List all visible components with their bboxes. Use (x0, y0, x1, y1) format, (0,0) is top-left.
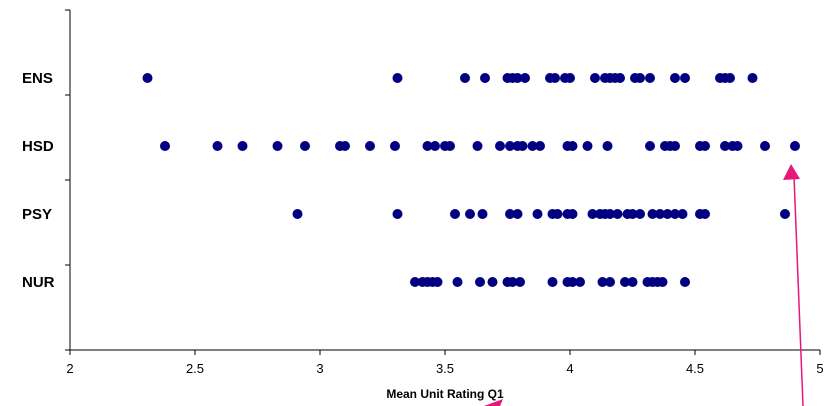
data-point-nur (605, 277, 615, 287)
data-point-psy (612, 209, 623, 219)
data-point-hsd (732, 141, 743, 151)
data-point-ens (645, 73, 655, 83)
data-point-hsd (237, 141, 248, 151)
annotation-arrow-line (793, 175, 804, 406)
data-point-ens (747, 73, 758, 83)
data-point-hsd (790, 141, 800, 151)
data-point-ens (550, 73, 560, 83)
data-point-psy (662, 209, 673, 219)
data-point-hsd (505, 141, 515, 151)
data-point-ens (590, 73, 600, 83)
data-point-nur (547, 277, 558, 287)
data-point-hsd (430, 141, 440, 151)
data-point-nur (410, 277, 420, 287)
data-point-ens (392, 73, 403, 83)
data-point-psy (655, 209, 665, 219)
data-point-hsd (582, 141, 593, 151)
data-point-psy (605, 209, 615, 219)
data-point-psy (635, 209, 645, 219)
x-tick-label: 3.5 (436, 361, 454, 376)
data-point-ens (142, 73, 153, 83)
y-tick-label-psy: PSY (22, 206, 52, 223)
data-point-hsd (645, 141, 655, 151)
data-point-nur (507, 277, 518, 287)
data-point-hsd (720, 141, 730, 151)
data-point-psy (532, 209, 543, 219)
annotation-arrow-head (783, 164, 800, 180)
data-point-nur (575, 277, 585, 287)
data-point-psy (670, 209, 680, 219)
data-point-nur (567, 277, 578, 287)
plot-area (70, 10, 820, 350)
data-point-psy (780, 209, 790, 219)
y-tick-label-nur: NUR (22, 274, 55, 291)
data-point-hsd (212, 141, 223, 151)
data-point-nur (657, 277, 668, 287)
data-point-hsd (472, 141, 483, 151)
data-point-hsd (700, 141, 710, 151)
data-point-psy (627, 209, 638, 219)
data-point-psy (512, 209, 523, 219)
data-point-psy (450, 209, 460, 219)
data-point-hsd (422, 141, 433, 151)
data-point-nur (597, 277, 608, 287)
data-point-hsd (670, 141, 680, 151)
data-point-psy (677, 209, 688, 219)
data-point-psy (465, 209, 475, 219)
data-point-nur (432, 277, 443, 287)
data-point-hsd (495, 141, 505, 151)
data-point-nur (452, 277, 463, 287)
annotation-arrow-head-partial (484, 399, 503, 406)
data-point-ens (670, 73, 680, 83)
data-point-hsd (272, 141, 283, 151)
data-point-nur (627, 277, 638, 287)
data-point-ens (635, 73, 645, 83)
data-point-hsd (527, 141, 538, 151)
data-point-nur (475, 277, 485, 287)
data-point-psy (552, 209, 563, 219)
data-point-psy (647, 209, 658, 219)
data-point-ens (512, 73, 523, 83)
data-point-hsd (160, 141, 170, 151)
data-point-hsd (390, 141, 400, 151)
data-point-psy (567, 209, 578, 219)
data-point-psy (292, 209, 303, 219)
x-tick-label: 4.5 (686, 361, 704, 376)
data-point-nur (515, 277, 525, 287)
x-tick-label: 4 (566, 361, 573, 376)
data-point-psy (587, 209, 598, 219)
data-point-ens (615, 73, 625, 83)
data-point-hsd (300, 141, 310, 151)
data-point-ens (460, 73, 470, 83)
data-point-hsd (602, 141, 613, 151)
y-tick-label-hsd: HSD (22, 138, 54, 155)
data-point-nur (620, 277, 630, 287)
x-tick-label: 2 (66, 361, 73, 376)
data-point-psy (392, 209, 403, 219)
x-tick-label: 3 (316, 361, 323, 376)
data-point-ens (480, 73, 490, 83)
x-tick-label: 5 (816, 361, 823, 376)
data-point-hsd (517, 141, 528, 151)
data-point-hsd (340, 141, 350, 151)
x-axis-label: Mean Unit Rating Q1 (386, 387, 504, 401)
data-point-ens (520, 73, 530, 83)
data-point-hsd (445, 141, 455, 151)
data-point-nur (487, 277, 498, 287)
x-tick-label: 2.5 (186, 361, 204, 376)
data-point-nur (680, 277, 690, 287)
data-point-hsd (535, 141, 545, 151)
data-point-hsd (760, 141, 770, 151)
data-point-psy (505, 209, 515, 219)
data-point-hsd (365, 141, 375, 151)
y-tick-label-ens: ENS (22, 70, 53, 87)
data-point-psy (700, 209, 710, 219)
data-point-hsd (567, 141, 578, 151)
data-point-ens (725, 73, 735, 83)
data-point-ens (680, 73, 690, 83)
data-point-ens (565, 73, 575, 83)
data-point-psy (477, 209, 488, 219)
